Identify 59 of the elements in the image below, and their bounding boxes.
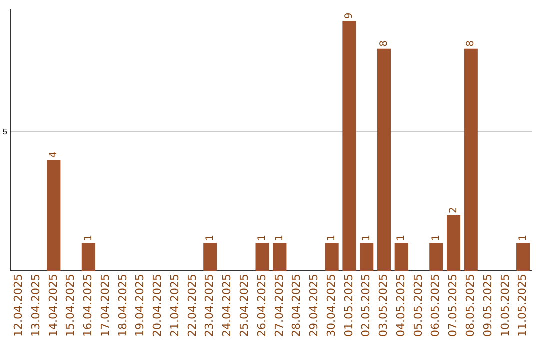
bar bbox=[377, 48, 392, 272]
x-tick-label: 27.04.2025 bbox=[272, 274, 286, 338]
bar bbox=[325, 243, 339, 272]
data-label: 1 bbox=[274, 234, 286, 242]
x-tick-label: 12.04.2025 bbox=[12, 274, 25, 338]
data-label: 8 bbox=[378, 40, 390, 47]
data-label: 9 bbox=[344, 12, 356, 20]
x-tick-label: 05.05.2025 bbox=[412, 274, 425, 338]
x-tick-label: 13.04.2025 bbox=[29, 274, 42, 338]
x-tick-label: 15.04.2025 bbox=[64, 274, 78, 338]
x-tick-label: 02.05.2025 bbox=[360, 274, 373, 338]
x-tick-label: 09.05.2025 bbox=[481, 274, 494, 338]
x-tick-label: 19.04.2025 bbox=[134, 274, 147, 338]
x-tick-label: 29.04.2025 bbox=[308, 274, 321, 338]
y-tick-label: 5 bbox=[2, 127, 8, 136]
x-tick-label: 18.04.2025 bbox=[116, 274, 130, 338]
data-label: 1 bbox=[326, 234, 338, 242]
bar bbox=[342, 21, 356, 272]
x-tick-label: 04.05.2025 bbox=[394, 274, 408, 338]
data-label: 4 bbox=[48, 152, 60, 158]
x-tick-label: 20.04.2025 bbox=[151, 274, 164, 338]
x-tick-label: 23.04.2025 bbox=[203, 274, 216, 338]
x-tick-label: 24.04.2025 bbox=[220, 274, 234, 338]
x-tick-label: 08.05.2025 bbox=[464, 274, 478, 338]
data-label: 1 bbox=[83, 234, 94, 242]
x-tick-label: 01.05.2025 bbox=[342, 274, 356, 338]
x-tick-label: 25.04.2025 bbox=[238, 274, 252, 338]
bar bbox=[446, 215, 461, 272]
data-label: 1 bbox=[518, 234, 529, 242]
data-label: 1 bbox=[361, 234, 372, 242]
data-label: 1 bbox=[257, 234, 268, 242]
x-tick-label: 22.04.2025 bbox=[186, 274, 199, 338]
x-tick-label: 03.05.2025 bbox=[377, 274, 390, 338]
bar bbox=[430, 243, 444, 272]
x-tick-label: 21.04.2025 bbox=[168, 274, 182, 338]
bar bbox=[256, 243, 270, 272]
x-tick-label: 28.04.2025 bbox=[290, 274, 304, 338]
bar bbox=[273, 243, 287, 272]
bar bbox=[82, 243, 96, 272]
data-label: 2 bbox=[448, 207, 460, 214]
x-tick-label: 07.05.2025 bbox=[446, 274, 460, 338]
x-tick-label: 11.05.2025 bbox=[516, 274, 530, 338]
bar bbox=[204, 243, 218, 272]
data-label: 8 bbox=[466, 40, 477, 47]
x-tick-label: 10.05.2025 bbox=[498, 274, 512, 338]
bar bbox=[464, 48, 478, 272]
x-tick-label: 14.04.2025 bbox=[46, 274, 60, 338]
x-tick-label: 16.04.2025 bbox=[82, 274, 95, 338]
x-tick-label: 30.04.2025 bbox=[324, 274, 338, 338]
data-label: 1 bbox=[204, 234, 216, 242]
x-tick-label: 26.04.2025 bbox=[255, 274, 268, 338]
x-tick-label: 06.05.2025 bbox=[429, 274, 442, 338]
bar bbox=[516, 243, 530, 272]
bar bbox=[360, 243, 374, 272]
data-label: 1 bbox=[430, 234, 442, 242]
data-label: 1 bbox=[396, 234, 408, 242]
bar bbox=[47, 160, 61, 272]
x-tick-label: 17.04.2025 bbox=[98, 274, 112, 338]
bar bbox=[394, 243, 408, 272]
